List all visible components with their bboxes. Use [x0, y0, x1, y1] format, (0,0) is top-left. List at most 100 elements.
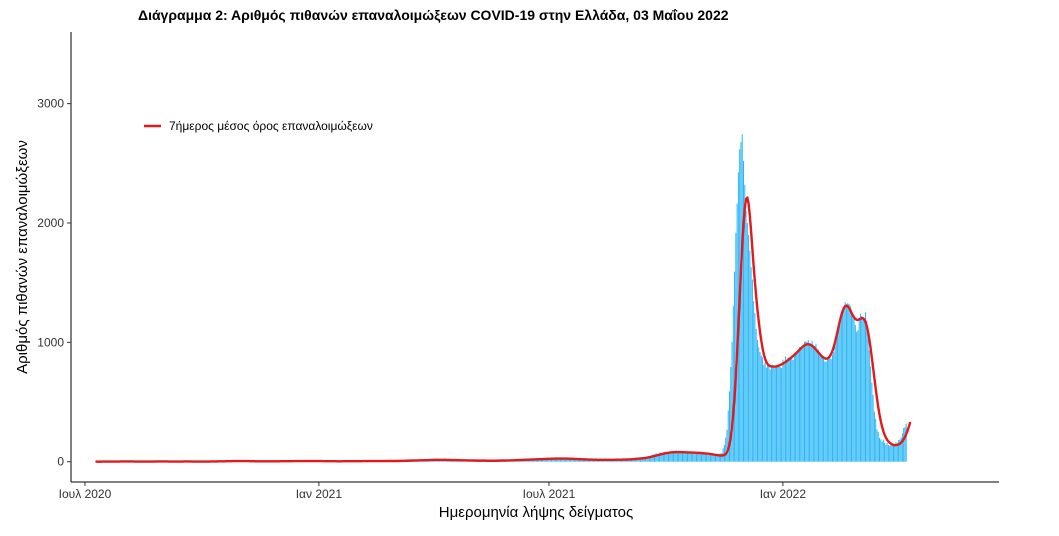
- bar: [800, 347, 802, 462]
- bar: [690, 453, 692, 462]
- bar: [781, 368, 783, 462]
- bar: [760, 355, 762, 462]
- bar: [727, 410, 729, 462]
- chart-title: Διάγραμμα 2: Αριθμός πιθανών επαναλοιμώξ…: [138, 7, 729, 23]
- bar: [723, 444, 725, 462]
- bar: [745, 210, 747, 462]
- bar: [558, 458, 560, 462]
- bar: [900, 437, 902, 462]
- bar: [562, 458, 564, 462]
- bar: [709, 454, 711, 462]
- bar: [566, 458, 568, 462]
- bar: [740, 142, 742, 462]
- bar: [735, 232, 737, 462]
- bar: [773, 367, 775, 462]
- bar: [861, 315, 863, 462]
- bar: [845, 304, 847, 462]
- bar: [879, 437, 880, 462]
- bar: [666, 452, 668, 462]
- bar: [837, 330, 839, 462]
- bar: [805, 341, 807, 462]
- bar: [873, 411, 875, 462]
- bar: [577, 459, 579, 462]
- bar: [664, 452, 666, 462]
- bar: [703, 453, 705, 462]
- bar: [892, 443, 894, 462]
- bar: [683, 452, 685, 462]
- bar: [856, 331, 858, 462]
- bar: [713, 455, 715, 462]
- bar: [844, 302, 846, 462]
- bar: [880, 439, 882, 462]
- bar: [675, 452, 677, 462]
- bar: [671, 451, 673, 462]
- bar: [568, 458, 570, 462]
- bar: [547, 458, 549, 462]
- bar: [676, 452, 678, 462]
- bar: [659, 452, 661, 462]
- bar: [726, 429, 728, 462]
- bar: [896, 443, 898, 462]
- bar: [793, 354, 795, 462]
- bar: [877, 431, 879, 462]
- x-tick-label: Ιουλ 2020: [59, 487, 112, 501]
- bar: [795, 353, 797, 462]
- bar: [572, 459, 574, 462]
- bar: [731, 341, 733, 462]
- bar: [828, 359, 830, 462]
- bar: [545, 458, 547, 462]
- bar: [774, 367, 776, 462]
- bar: [553, 458, 555, 462]
- bar: [814, 346, 816, 462]
- bar: [819, 354, 821, 462]
- y-tick-label: 2000: [37, 216, 64, 230]
- bar: [579, 459, 580, 462]
- bar: [821, 356, 823, 462]
- bar: [811, 340, 813, 462]
- bar: [833, 352, 835, 462]
- bar: [673, 452, 675, 462]
- bar: [678, 451, 680, 462]
- bar: [815, 343, 817, 462]
- bar: [779, 367, 781, 462]
- bar: [575, 459, 577, 462]
- bar: [758, 347, 760, 462]
- bar: [704, 453, 706, 462]
- bar: [674, 452, 676, 462]
- bar: [661, 453, 663, 462]
- y-tick-label: 3000: [37, 97, 64, 111]
- bar: [849, 305, 851, 462]
- bar: [708, 454, 710, 462]
- bar: [829, 353, 831, 462]
- bar: [830, 359, 832, 462]
- bar: [556, 458, 558, 462]
- x-axis-label: Ημερομηνία λήψης δείγματος: [439, 504, 633, 521]
- y-tick-label: 0: [57, 455, 64, 469]
- bar: [748, 235, 750, 462]
- bar: [858, 319, 860, 462]
- bar: [684, 452, 686, 462]
- bar: [576, 459, 578, 462]
- bar: [695, 452, 697, 462]
- bar: [715, 455, 717, 462]
- bar: [862, 318, 864, 462]
- bar: [823, 356, 825, 462]
- bar: [826, 358, 828, 462]
- bar: [765, 367, 767, 462]
- bar: [835, 338, 837, 462]
- bar: [746, 223, 748, 462]
- x-tick-label: Ιουλ 2021: [523, 487, 576, 501]
- bar: [831, 354, 833, 462]
- bar: [787, 357, 789, 462]
- bar: [582, 459, 584, 462]
- bar: [585, 459, 587, 462]
- bar: [698, 453, 700, 462]
- bar: [669, 452, 671, 462]
- bar: [641, 457, 643, 462]
- bar: [702, 453, 704, 462]
- bar: [573, 459, 575, 462]
- bar: [889, 445, 891, 462]
- bar: [857, 330, 859, 462]
- bar: [667, 452, 669, 462]
